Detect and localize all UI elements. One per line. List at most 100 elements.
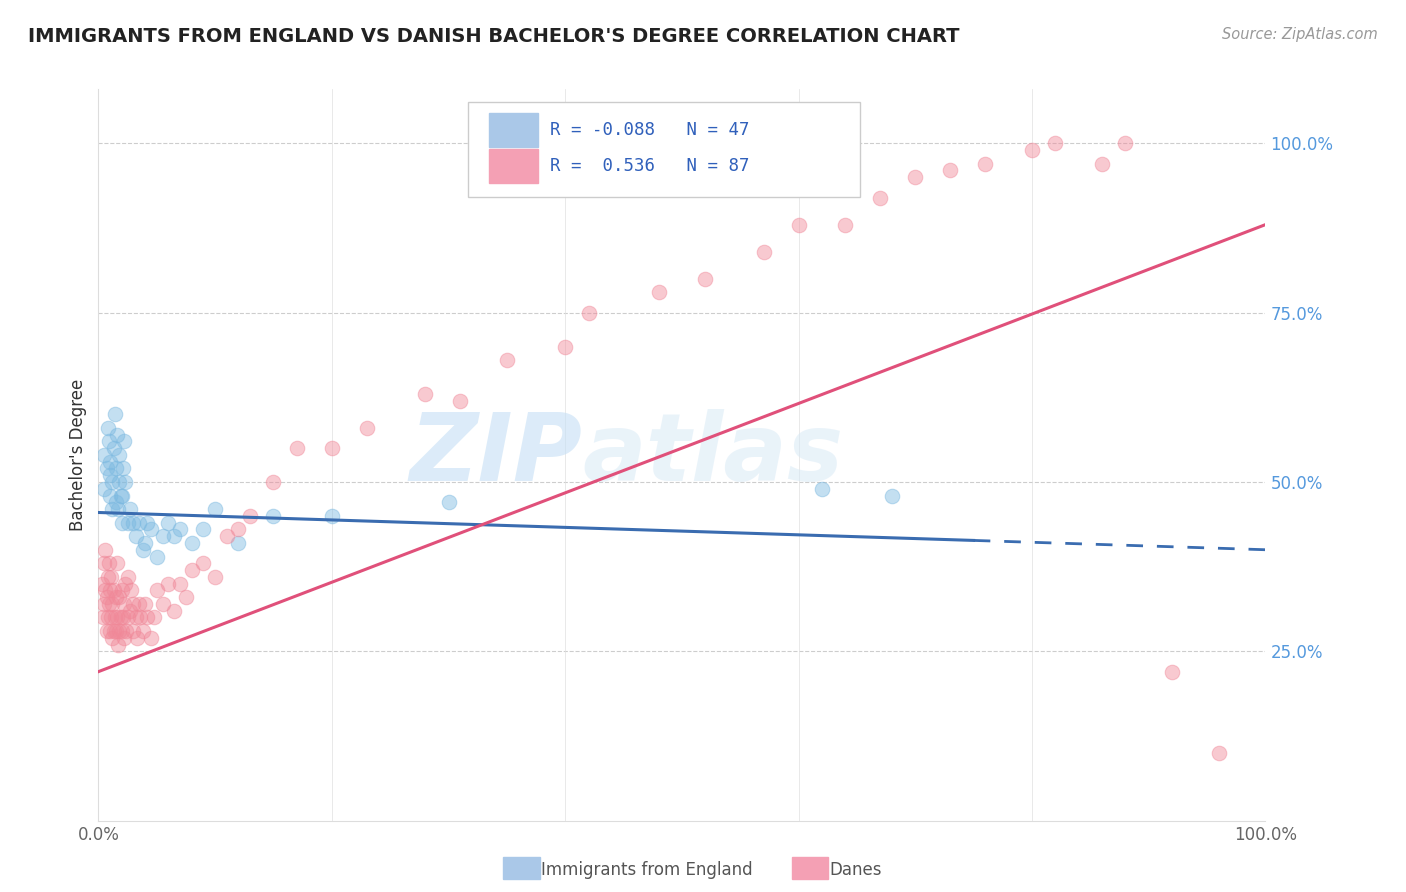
Y-axis label: Bachelor's Degree: Bachelor's Degree	[69, 379, 87, 531]
Point	[117, 516, 139, 530]
Point	[132, 542, 155, 557]
Point	[97, 434, 120, 449]
FancyBboxPatch shape	[468, 102, 860, 197]
Text: R =  0.536   N = 87: R = 0.536 N = 87	[550, 157, 749, 175]
Point	[118, 502, 141, 516]
Point	[104, 461, 127, 475]
FancyBboxPatch shape	[489, 113, 538, 147]
Point	[239, 508, 262, 523]
Point	[125, 631, 148, 645]
Point	[114, 475, 136, 489]
Point	[695, 272, 717, 286]
Point	[321, 508, 343, 523]
Point	[122, 624, 145, 638]
Point	[100, 570, 122, 584]
Point	[103, 441, 125, 455]
Point	[105, 610, 128, 624]
Point	[104, 407, 127, 421]
Point	[103, 624, 125, 638]
Point	[101, 502, 124, 516]
Point	[132, 624, 155, 638]
Point	[834, 218, 856, 232]
Point	[143, 610, 166, 624]
Point	[356, 421, 378, 435]
Point	[93, 597, 115, 611]
Point	[180, 536, 202, 550]
Point	[139, 523, 162, 537]
Point	[152, 529, 174, 543]
Point	[108, 448, 131, 462]
Point	[114, 576, 136, 591]
Point	[97, 421, 120, 435]
Point	[554, 340, 576, 354]
Point	[262, 475, 284, 489]
Point	[169, 523, 191, 537]
Point	[174, 590, 197, 604]
Point	[112, 631, 135, 645]
Point	[105, 556, 128, 570]
Point	[117, 610, 139, 624]
Point	[96, 590, 118, 604]
Point	[129, 610, 152, 624]
Point	[101, 475, 124, 489]
Point	[96, 624, 118, 638]
Text: Danes: Danes	[830, 861, 882, 879]
Point	[93, 448, 115, 462]
Point	[787, 218, 810, 232]
Point	[215, 529, 238, 543]
Point	[111, 516, 134, 530]
Text: atlas: atlas	[582, 409, 844, 501]
Point	[437, 495, 460, 509]
Point	[101, 631, 124, 645]
FancyBboxPatch shape	[489, 149, 538, 183]
Point	[869, 190, 891, 204]
Point	[1161, 665, 1184, 679]
Point	[578, 306, 600, 320]
Point	[136, 610, 159, 624]
Point	[146, 583, 169, 598]
Point	[100, 610, 122, 624]
Point	[134, 597, 156, 611]
Point	[111, 461, 134, 475]
Point	[93, 556, 115, 570]
Point	[101, 597, 124, 611]
Point	[152, 597, 174, 611]
Point	[1208, 746, 1230, 760]
Point	[104, 495, 127, 509]
Point	[752, 244, 775, 259]
Point	[139, 631, 162, 645]
Point	[1045, 136, 1067, 151]
Point	[204, 570, 226, 584]
Point	[111, 583, 134, 598]
Text: Source: ZipAtlas.com: Source: ZipAtlas.com	[1222, 27, 1378, 42]
Point	[97, 556, 120, 570]
Point	[321, 441, 343, 455]
Point	[110, 489, 132, 503]
Point	[105, 427, 128, 442]
Point	[122, 597, 145, 611]
Point	[104, 624, 127, 638]
Point	[108, 590, 131, 604]
Point	[125, 610, 148, 624]
Point	[120, 583, 142, 598]
Point	[118, 604, 141, 618]
Point	[90, 576, 112, 591]
Point	[647, 285, 669, 300]
Point	[98, 489, 121, 503]
Point	[115, 624, 138, 638]
Point	[1021, 143, 1043, 157]
Point	[94, 542, 117, 557]
Point	[122, 516, 145, 530]
Point	[117, 570, 139, 584]
Point	[880, 489, 903, 503]
Point	[96, 461, 118, 475]
Point	[97, 570, 120, 584]
Point	[98, 455, 121, 469]
Point	[110, 610, 132, 624]
Point	[1114, 136, 1136, 151]
Point	[111, 624, 134, 638]
Point	[157, 576, 180, 591]
Point	[496, 353, 519, 368]
Point	[111, 610, 134, 624]
Point	[811, 482, 834, 496]
